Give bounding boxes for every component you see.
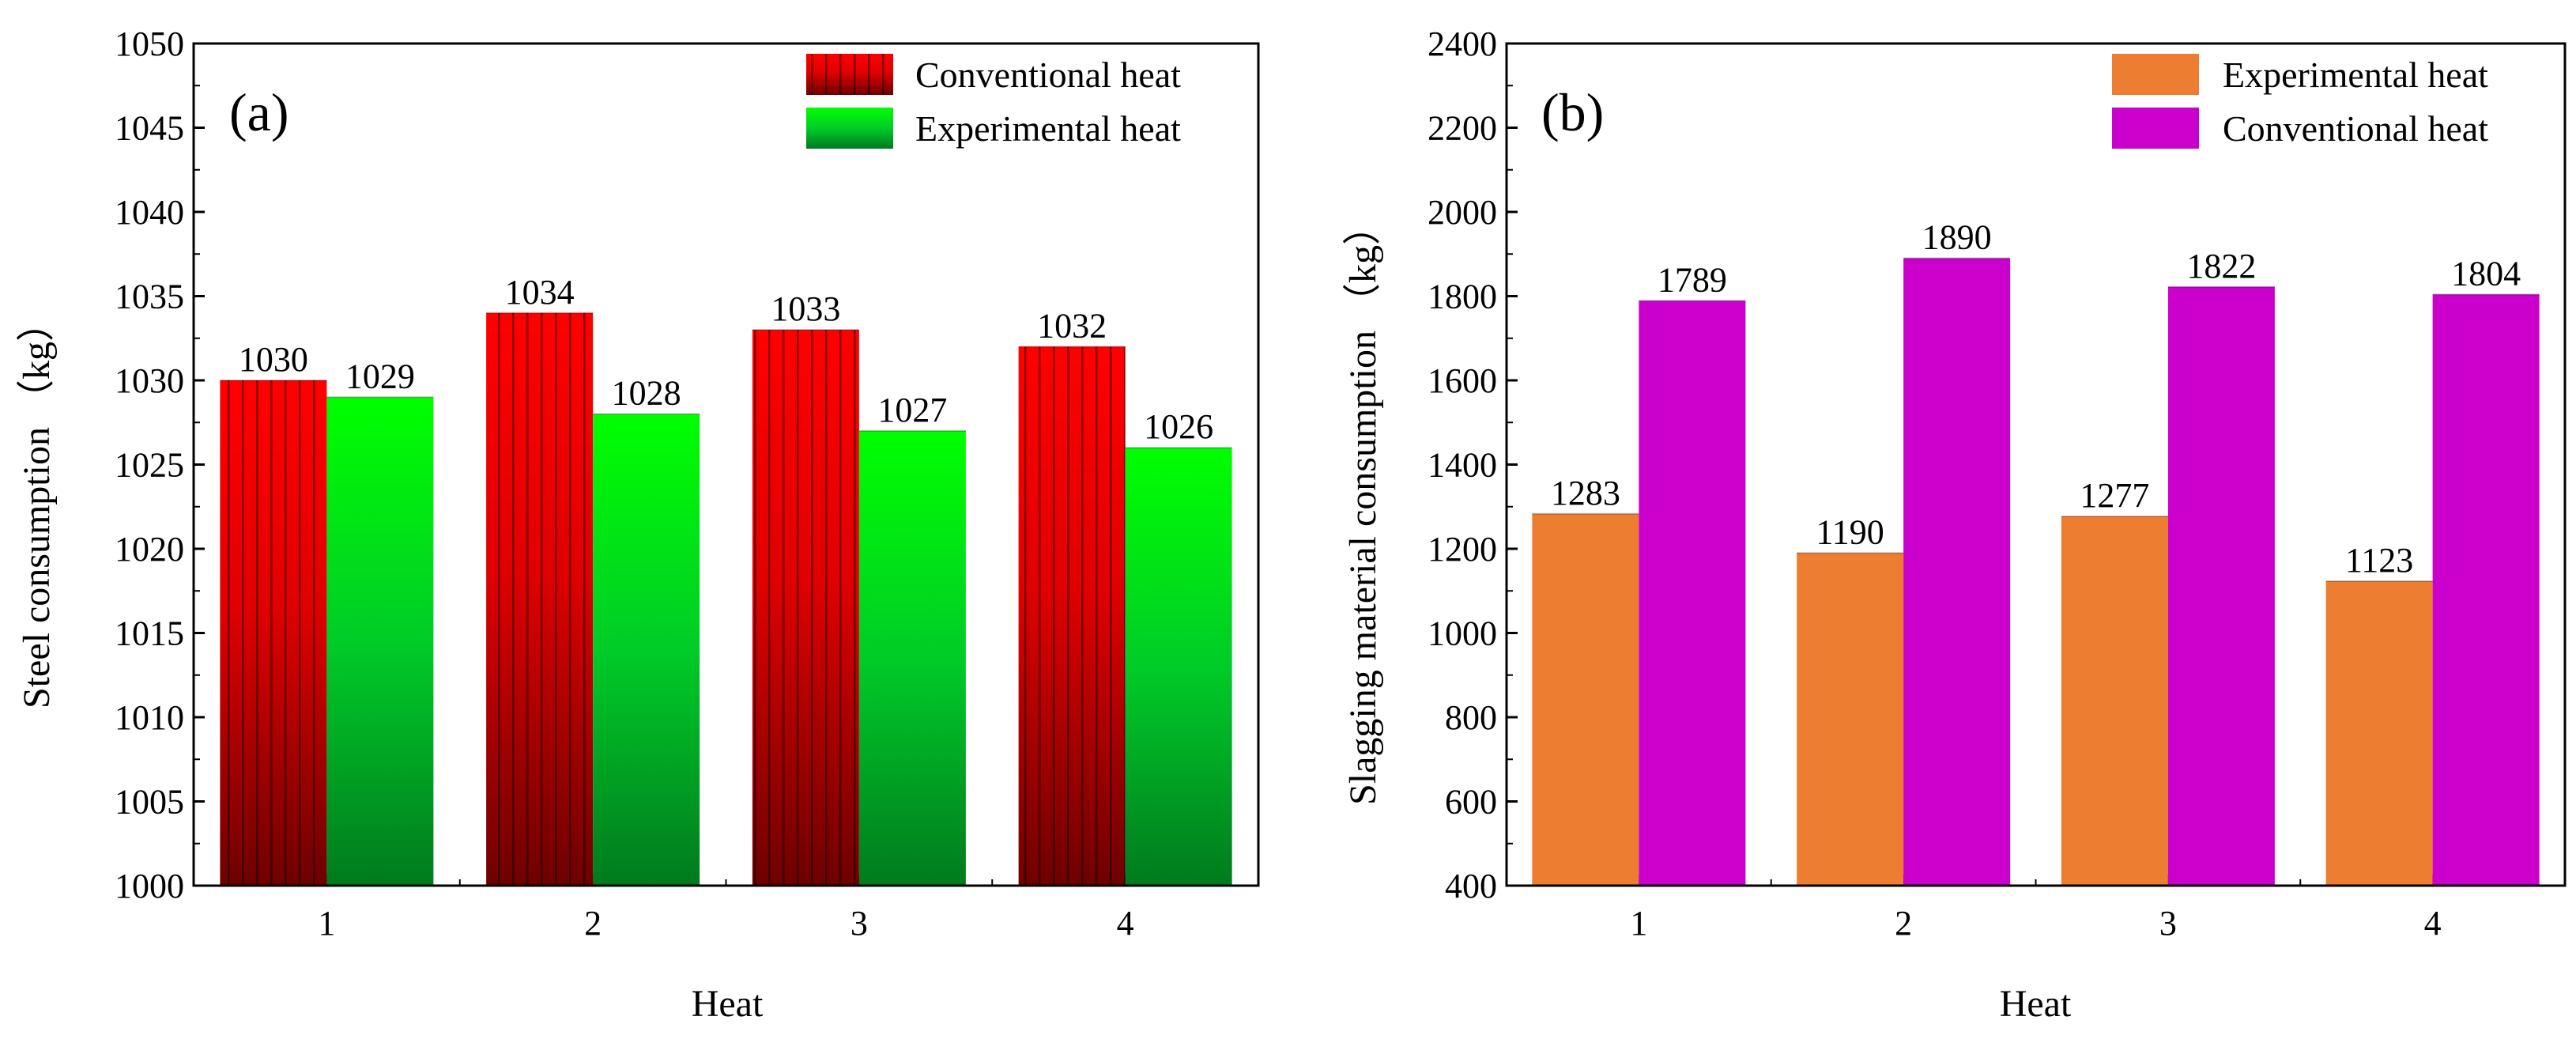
bar-experimental-heat-4 bbox=[2325, 581, 2433, 886]
bar-conventional-heat-3 bbox=[2167, 286, 2275, 886]
legend-label-experimental-a: Experimental heat bbox=[915, 108, 1181, 149]
data-label: 1277 bbox=[2080, 476, 2149, 515]
legend-label-experimental-b: Experimental heat bbox=[2223, 55, 2488, 95]
y-tick-label: 1010 bbox=[115, 698, 184, 737]
data-label: 1030 bbox=[239, 340, 308, 379]
panel-a-plot-frame bbox=[192, 42, 1260, 887]
bar-experimental-heat-3 bbox=[858, 430, 966, 886]
data-label: 1789 bbox=[1658, 260, 1727, 299]
y-tick-label: 800 bbox=[1445, 698, 1497, 737]
data-label: 1027 bbox=[877, 391, 947, 429]
legend-swatch-conventional-b bbox=[2112, 108, 2199, 149]
panel-b-bars bbox=[1532, 257, 2540, 886]
y-tick-label: 1015 bbox=[115, 614, 184, 653]
y-tick-label: 2000 bbox=[1428, 193, 1497, 232]
data-label: 1804 bbox=[2451, 254, 2521, 293]
x-tick-label: 4 bbox=[2424, 904, 2442, 943]
y-tick-label: 1400 bbox=[1428, 446, 1497, 485]
x-tick-label: 1 bbox=[318, 904, 335, 943]
y-tick-label: 1030 bbox=[115, 361, 184, 400]
panel-a-label: (a) bbox=[229, 82, 289, 142]
panel-a-legend: Conventional heat Experimental heat bbox=[806, 54, 1181, 149]
x-tick-label: 2 bbox=[584, 904, 602, 943]
data-label: 1890 bbox=[1922, 218, 1992, 257]
y-tick-label: 1020 bbox=[115, 530, 184, 569]
x-tick-label: 2 bbox=[1895, 904, 1912, 943]
bar-conventional-heat-4 bbox=[2432, 294, 2540, 886]
legend-swatch-experimental-a bbox=[806, 108, 893, 149]
panel-b: 400 600 800 1000 1200 1400 1600 1800 2000 2200 240… bbox=[1342, 25, 2567, 1025]
bar-stripes-4 bbox=[1018, 346, 1126, 886]
y-tick-label: 1200 bbox=[1428, 530, 1497, 569]
bar-experimental-heat-2 bbox=[593, 414, 700, 886]
panel-a: 1000 1005 1010 1015 1020 1025 1030 1035 1040 1045… bbox=[16, 25, 1260, 1025]
y-tick-label: 400 bbox=[1445, 867, 1497, 905]
y-tick-label: 1050 bbox=[115, 25, 184, 63]
panel-b-label: (b) bbox=[1541, 82, 1604, 142]
y-tick-label: 600 bbox=[1445, 783, 1497, 822]
panel-a-y-axis-title: Steel consumption （kg） bbox=[16, 304, 58, 709]
y-tick-label: 1005 bbox=[115, 783, 184, 822]
y-tick-label: 1000 bbox=[115, 867, 184, 905]
bar-experimental-heat-1 bbox=[326, 397, 434, 886]
y-tick-label: 1800 bbox=[1428, 278, 1497, 316]
y-tick-label: 1600 bbox=[1428, 361, 1497, 400]
y-tick-label: 1000 bbox=[1428, 614, 1497, 653]
y-tick-label: 1040 bbox=[115, 193, 184, 232]
data-label: 1026 bbox=[1144, 407, 1213, 446]
y-tick-label: 2200 bbox=[1428, 109, 1497, 148]
data-label: 1033 bbox=[771, 289, 840, 328]
bar-experimental-heat-1 bbox=[1532, 513, 1639, 886]
data-label: 1190 bbox=[1816, 512, 1884, 551]
panel-b-plot-frame bbox=[1505, 42, 2567, 887]
data-label: 1028 bbox=[612, 374, 681, 413]
data-label: 1123 bbox=[2345, 541, 2413, 580]
bar-stripes-1 bbox=[220, 380, 327, 886]
legend-swatch-experimental-b bbox=[2112, 54, 2199, 95]
x-tick-label: 4 bbox=[1117, 904, 1134, 943]
data-label: 1283 bbox=[1551, 474, 1620, 512]
y-tick-label: 1025 bbox=[115, 446, 184, 485]
bar-experimental-heat-3 bbox=[2061, 516, 2168, 886]
x-tick-label: 3 bbox=[2159, 904, 2177, 943]
data-label: 1822 bbox=[2186, 247, 2256, 285]
panel-b-value-labels: 1283 1789 1190 1890 1277 1822 1123 1804 bbox=[1551, 218, 2521, 580]
legend-label-conventional-b: Conventional heat bbox=[2223, 108, 2488, 149]
bar-conventional-heat-1 bbox=[1639, 300, 1746, 886]
y-tick-label: 2400 bbox=[1428, 25, 1497, 63]
bar-experimental-heat-2 bbox=[1797, 553, 1904, 886]
bar-conventional-heat-2 bbox=[1903, 258, 2011, 886]
panel-a-x-axis-title: Heat bbox=[692, 983, 764, 1025]
y-tick-label: 1045 bbox=[115, 109, 184, 148]
data-label: 1029 bbox=[345, 357, 415, 395]
panel-b-x-axis-title: Heat bbox=[2000, 983, 2072, 1025]
bar-experimental-heat-4 bbox=[1125, 448, 1232, 886]
legend-label-conventional-a: Conventional heat bbox=[915, 55, 1181, 95]
y-tick-label: 1035 bbox=[115, 278, 184, 316]
bar-stripes-2 bbox=[486, 312, 594, 886]
legend-swatch-conventional-a-stripes bbox=[806, 54, 893, 95]
panel-a-ticks: 1000 1005 1010 1015 1020 1025 1030 1035 1040 1045… bbox=[115, 25, 1134, 943]
panel-b-y-axis-title: Slagging material consumption （kg） bbox=[1342, 207, 1384, 805]
x-tick-label: 3 bbox=[850, 904, 868, 943]
x-tick-label: 1 bbox=[1630, 904, 1647, 943]
panel-a-value-labels: 1030 1029 1034 1028 1033 1027 1032 1026 bbox=[239, 273, 1213, 446]
bar-stripes-3 bbox=[752, 330, 859, 886]
data-label: 1032 bbox=[1037, 306, 1107, 345]
panel-b-legend: Experimental heat Conventional heat bbox=[2112, 54, 2488, 149]
panel-a-bars bbox=[220, 312, 1232, 886]
data-label: 1034 bbox=[505, 273, 575, 312]
